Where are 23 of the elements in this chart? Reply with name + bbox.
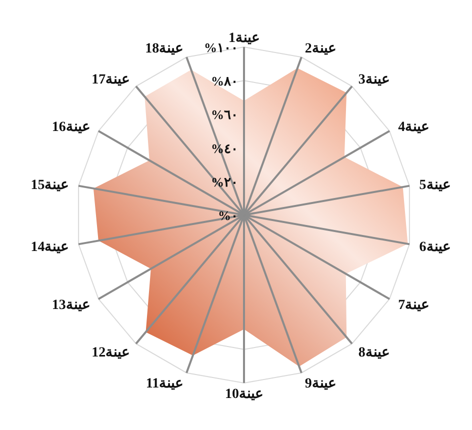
spoke-label: عينة11 bbox=[146, 376, 184, 392]
spoke-label: عينة10 bbox=[225, 387, 263, 402]
spoke-label: عينة14 bbox=[30, 240, 69, 255]
y-tick-label: %٨٠ bbox=[211, 74, 238, 89]
spoke-label: عينة13 bbox=[52, 298, 90, 313]
spoke-label: عينة5 bbox=[419, 178, 450, 194]
spoke-label: عينة1 bbox=[228, 31, 260, 46]
spoke-label: عينة8 bbox=[358, 345, 390, 360]
spoke-label: عينة16 bbox=[52, 120, 90, 135]
spoke-label: عينة4 bbox=[398, 120, 430, 135]
spoke-label: عينة17 bbox=[92, 72, 130, 88]
spoke-label: عينة9 bbox=[304, 376, 336, 392]
y-tick-label: %٢٠ bbox=[211, 174, 238, 190]
y-tick-label: %٦٠ bbox=[211, 107, 238, 122]
spoke-label: عينة6 bbox=[419, 240, 450, 255]
spoke-label: عينة12 bbox=[92, 345, 130, 360]
spoke-label: عينة7 bbox=[398, 298, 430, 313]
y-tick-label: %٠ bbox=[218, 208, 238, 223]
spoke-label: عينة3 bbox=[358, 72, 390, 88]
spoke-label: عينة15 bbox=[30, 178, 69, 194]
spoke-label: عينة18 bbox=[145, 42, 184, 57]
spoke-label: عينة2 bbox=[304, 42, 336, 57]
y-tick-label: %٤٠ bbox=[211, 140, 238, 156]
